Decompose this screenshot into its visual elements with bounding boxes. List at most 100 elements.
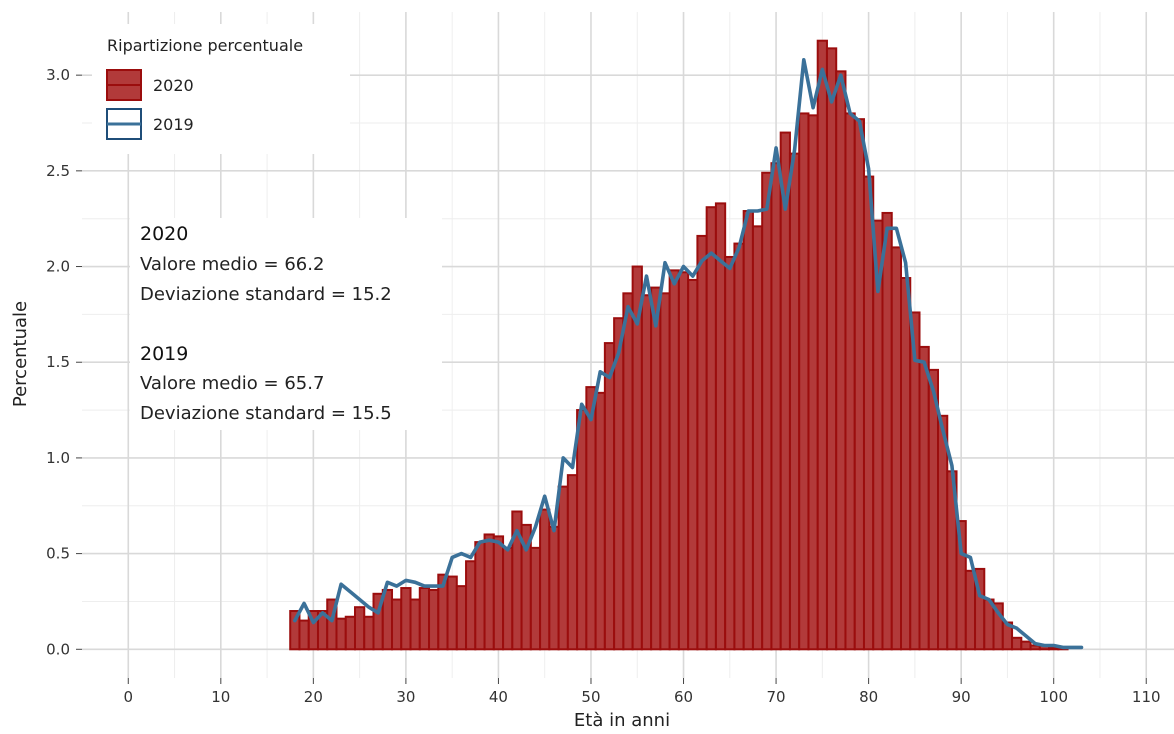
- bar: [650, 286, 662, 651]
- x-tick-label: 10: [211, 688, 230, 706]
- x-tick-label: 60: [674, 688, 693, 706]
- x-tick-label: 100: [1039, 688, 1068, 706]
- bar: [344, 615, 356, 651]
- legend-title: Ripartizione percentuale: [107, 36, 303, 55]
- bar: [964, 569, 977, 651]
- bar: [492, 535, 505, 651]
- legend-label-2019: 2019: [153, 115, 194, 134]
- bar: [418, 587, 431, 651]
- bar: [742, 210, 754, 651]
- bar: [354, 606, 366, 651]
- bar: [557, 485, 569, 651]
- y-tick-label: 1.5: [46, 353, 70, 371]
- bar: [724, 255, 736, 651]
- bar: [613, 317, 625, 651]
- bar: [770, 162, 782, 651]
- bar: [687, 278, 699, 651]
- bar: [788, 152, 801, 651]
- bar: [483, 533, 495, 651]
- bar: [428, 588, 440, 651]
- bar: [807, 114, 819, 651]
- bar: [816, 39, 828, 651]
- y-tick-label: 3.0: [46, 66, 70, 84]
- bar: [909, 311, 921, 651]
- legend-label-2020: 2020: [153, 76, 194, 95]
- bar: [659, 292, 671, 651]
- x-tick-label: 70: [767, 688, 786, 706]
- bar: [900, 277, 912, 651]
- annotation-2019-mean: Valore medio = 65.7: [140, 373, 324, 394]
- bar: [1020, 640, 1032, 651]
- bar: [455, 585, 468, 651]
- x-tick-label: 30: [396, 688, 415, 706]
- annotation-2019-head: 2019: [140, 343, 188, 365]
- y-tick-label: 0.0: [46, 640, 70, 658]
- legend: Ripartizione percentuale 2020 2019: [92, 24, 350, 154]
- bar: [363, 615, 375, 651]
- bar: [474, 541, 486, 651]
- bar: [668, 269, 680, 651]
- annotation-2019-sd: Deviazione standard = 15.5: [140, 403, 392, 424]
- y-tick-label: 2.5: [46, 162, 70, 180]
- stats-annotation: 2020 Valore medio = 66.2 Deviazione stan…: [130, 218, 442, 430]
- bar: [409, 598, 421, 651]
- bar: [603, 342, 616, 651]
- bar: [677, 271, 690, 651]
- bars-2020: [289, 39, 1069, 651]
- line-2019: [292, 57, 1084, 650]
- y-tick-label: 1.0: [46, 449, 70, 467]
- bar: [594, 391, 606, 651]
- bar: [798, 112, 810, 651]
- bar: [502, 546, 514, 651]
- y-tick-label: 0.5: [46, 545, 70, 563]
- bar: [918, 345, 930, 651]
- bar: [890, 246, 903, 651]
- bar: [825, 47, 838, 651]
- x-tick-label: 50: [581, 688, 600, 706]
- bar: [751, 225, 764, 651]
- bar: [298, 619, 310, 651]
- bar: [862, 175, 875, 651]
- bar: [937, 414, 949, 651]
- bar: [622, 292, 634, 651]
- bar: [714, 202, 727, 651]
- bar: [566, 474, 579, 651]
- x-tick-label: 90: [952, 688, 971, 706]
- bar: [696, 234, 708, 651]
- series-line-2019: [292, 57, 1084, 650]
- bar: [548, 525, 560, 651]
- bar: [733, 242, 745, 651]
- y-axis-title: Percentuale: [10, 301, 31, 407]
- x-tick-label: 20: [304, 688, 323, 706]
- x-tick-label: 110: [1132, 688, 1161, 706]
- bar: [465, 560, 477, 651]
- x-axis-ticks: 0 10 20 30 40 50 60 70 80 90 100 110: [123, 678, 1161, 706]
- bar: [705, 206, 717, 651]
- x-tick-label: 0: [123, 688, 133, 706]
- y-tick-label: 2.0: [46, 258, 70, 276]
- bar: [640, 294, 653, 651]
- bar: [446, 575, 458, 651]
- bar: [1011, 636, 1023, 651]
- bar: [761, 171, 773, 651]
- bar: [335, 617, 347, 651]
- annotation-2020-head: 2020: [140, 223, 188, 245]
- bar: [576, 409, 588, 651]
- bar: [400, 587, 412, 651]
- annotation-2020-mean: Valore medio = 66.2: [140, 254, 324, 275]
- bar: [844, 112, 856, 651]
- y-axis-ticks: 0.0 0.5 1.0 1.5 2.0 2.5 3.0: [46, 66, 82, 658]
- annotation-2020-sd: Deviazione standard = 15.2: [140, 284, 392, 305]
- bar: [585, 386, 597, 651]
- annotation-background: [130, 218, 442, 430]
- bar: [881, 211, 893, 651]
- x-tick-label: 40: [489, 688, 508, 706]
- bar: [391, 598, 403, 651]
- x-axis-title: Età in anni: [574, 710, 670, 731]
- bar: [835, 70, 847, 651]
- bar: [539, 508, 551, 651]
- bar: [529, 546, 542, 651]
- bar: [853, 118, 865, 651]
- x-tick-label: 80: [859, 688, 878, 706]
